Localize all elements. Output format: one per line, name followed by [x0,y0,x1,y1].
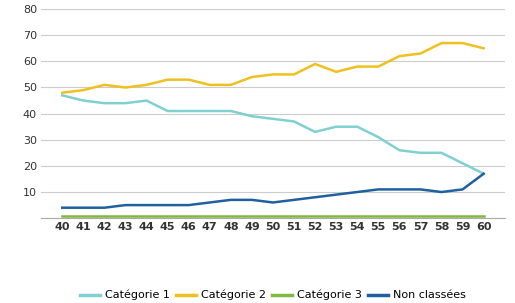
Catégorie 2 [185,78,192,82]
Non classées [291,198,297,202]
Catégorie 1 [101,101,108,105]
Catégorie 3 [144,214,150,217]
Catégorie 2 [80,88,87,92]
Catégorie 3 [396,214,402,217]
Catégorie 1 [480,172,487,175]
Non classées [185,203,192,207]
Catégorie 3 [101,214,108,217]
Catégorie 2 [101,83,108,87]
Non classées [396,188,402,191]
Non classées [333,193,339,196]
Catégorie 1 [249,115,255,118]
Non classées [270,201,276,204]
Catégorie 1 [144,99,150,102]
Catégorie 3 [249,214,255,217]
Catégorie 2 [164,78,170,82]
Catégorie 2 [123,86,129,89]
Catégorie 2 [249,75,255,79]
Non classées [249,198,255,202]
Catégorie 2 [291,73,297,76]
Non classées [375,188,382,191]
Catégorie 1 [80,99,87,102]
Catégorie 3 [207,214,213,217]
Catégorie 3 [291,214,297,217]
Non classées [228,198,234,202]
Catégorie 2 [438,41,444,45]
Catégorie 1 [396,148,402,152]
Non classées [354,190,360,194]
Non classées [417,188,423,191]
Catégorie 2 [354,65,360,68]
Non classées [164,203,170,207]
Catégorie 2 [459,41,466,45]
Catégorie 3 [375,214,382,217]
Catégorie 1 [291,120,297,123]
Catégorie 1 [185,109,192,113]
Catégorie 3 [228,214,234,217]
Catégorie 1 [164,109,170,113]
Catégorie 3 [459,214,466,217]
Non classées [123,203,129,207]
Catégorie 2 [144,83,150,87]
Catégorie 1 [459,161,466,165]
Catégorie 1 [438,151,444,155]
Catégorie 1 [270,117,276,121]
Catégorie 1 [417,151,423,155]
Legend: Catégorie 1, Catégorie 2, Catégorie 3, Non classées: Catégorie 1, Catégorie 2, Catégorie 3, N… [80,290,466,300]
Catégorie 2 [207,83,213,87]
Catégorie 3 [354,214,360,217]
Catégorie 3 [333,214,339,217]
Non classées [59,206,65,210]
Non classées [312,195,318,199]
Non classées [438,190,444,194]
Catégorie 3 [164,214,170,217]
Catégorie 3 [417,214,423,217]
Non classées [207,201,213,204]
Non classées [101,206,108,210]
Line: Catégorie 1: Catégorie 1 [62,95,484,174]
Catégorie 2 [59,91,65,95]
Line: Non classées: Non classées [62,174,484,208]
Catégorie 3 [59,214,65,217]
Catégorie 1 [354,125,360,128]
Catégorie 3 [80,214,87,217]
Catégorie 2 [375,65,382,68]
Catégorie 2 [270,73,276,76]
Catégorie 3 [438,214,444,217]
Catégorie 2 [312,62,318,66]
Non classées [480,172,487,175]
Catégorie 1 [375,135,382,139]
Non classées [144,203,150,207]
Catégorie 1 [312,130,318,134]
Catégorie 2 [417,52,423,55]
Catégorie 3 [270,214,276,217]
Catégorie 1 [333,125,339,128]
Catégorie 2 [228,83,234,87]
Catégorie 1 [207,109,213,113]
Catégorie 1 [123,101,129,105]
Catégorie 2 [480,46,487,50]
Catégorie 2 [333,70,339,74]
Catégorie 1 [59,94,65,97]
Catégorie 3 [312,214,318,217]
Line: Catégorie 2: Catégorie 2 [62,43,484,93]
Non classées [459,188,466,191]
Catégorie 1 [228,109,234,113]
Non classées [80,206,87,210]
Catégorie 3 [185,214,192,217]
Catégorie 2 [396,54,402,58]
Catégorie 3 [123,214,129,217]
Catégorie 3 [480,214,487,217]
